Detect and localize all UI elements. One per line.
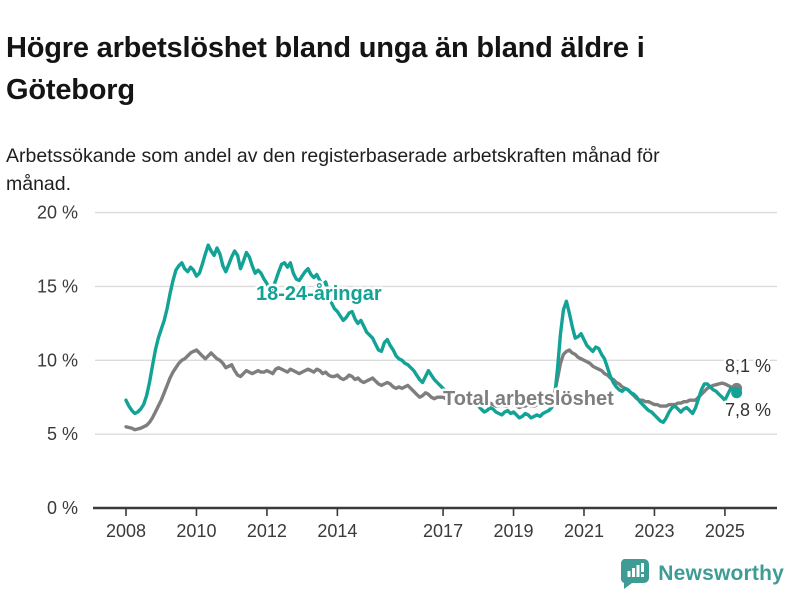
- y-tick-label: 20 %: [37, 203, 78, 223]
- y-tick-label: 5 %: [47, 424, 78, 444]
- series-label: Total arbetslöshet: [443, 388, 614, 410]
- series-line-18-24-ringar: [124, 243, 739, 424]
- logo-bar-1: [627, 571, 631, 577]
- y-tick-label: 0 %: [47, 498, 78, 518]
- series-label: 7,8 %: [725, 400, 771, 420]
- newsworthy-logo-icon: [621, 559, 650, 589]
- page-title: Högre arbetslöshet bland unga än bland ä…: [6, 32, 645, 107]
- logo-bar-2: [632, 568, 636, 577]
- series-label: 8,1 %: [725, 356, 771, 376]
- x-tick-label: 2019: [494, 521, 534, 541]
- x-tick-label: 2017: [423, 521, 463, 541]
- series-line-total-arbetsl-shet: [124, 348, 739, 432]
- series-end-dot-18-24-ringar: [731, 387, 743, 399]
- chart-subtitle: Arbetssökande som andel av den registerb…: [6, 144, 660, 195]
- logo-bar-3: [636, 565, 640, 577]
- x-tick-label: 2012: [247, 521, 287, 541]
- series-label: 18-24-åringar: [256, 282, 382, 305]
- x-tick-label: 2025: [705, 521, 745, 541]
- x-tick-label: 2008: [106, 521, 146, 541]
- x-tick-label: 2010: [176, 521, 216, 541]
- logo-exclamation-bar: [641, 563, 645, 572]
- logo-exclamation-dot: [641, 574, 645, 577]
- x-tick-label: 2014: [317, 521, 357, 541]
- brand-name: Newsworthy: [658, 561, 784, 585]
- y-tick-label: 10 %: [37, 350, 78, 370]
- y-tick-label: 15 %: [37, 276, 78, 296]
- x-tick-label: 2021: [564, 521, 604, 541]
- x-tick-label: 2023: [634, 521, 674, 541]
- brand-footer: Newsworthy: [621, 558, 784, 589]
